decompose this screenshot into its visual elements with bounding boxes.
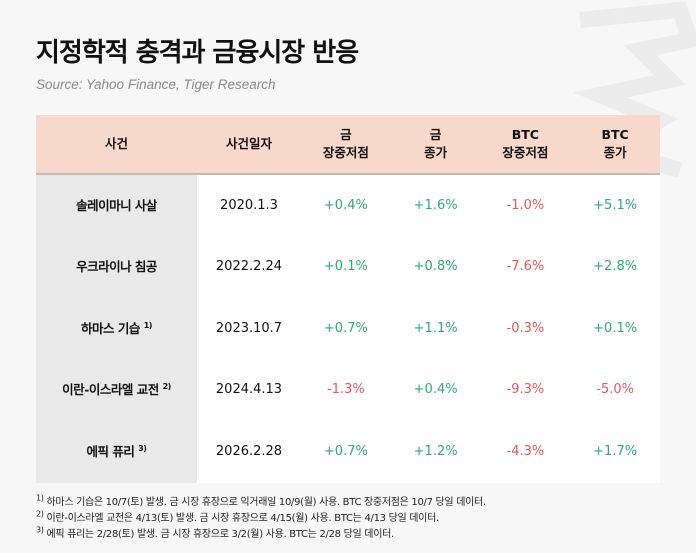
value-cell: -0.3% xyxy=(506,320,545,336)
event-cell: 솔레이마니 사살 xyxy=(36,174,197,237)
value-cell: +0.1% xyxy=(323,259,368,275)
footnote: 1) 하마스 기습은 10/7(토) 발생. 금 시장 휴장으로 익거래일 10… xyxy=(36,493,660,511)
column-header: BTC 종가 xyxy=(570,115,660,175)
footnote-text: 하마스 기습은 10/7(토) 발생. 금 시장 휴장으로 익거래일 10/9(… xyxy=(46,496,487,508)
column-header-text: 종가 xyxy=(603,145,627,160)
value-cell: +0.1% xyxy=(593,320,638,336)
column-header: BTC 장중저점 xyxy=(480,115,571,175)
value-cell: +0.4% xyxy=(323,197,368,213)
event-name: 에픽 퓨리 xyxy=(86,443,135,459)
event-cell: 하마스 기습 1) xyxy=(36,298,197,360)
footnote-mark: 2) xyxy=(162,382,172,392)
value-cell: -7.6% xyxy=(506,259,545,275)
date-cell: 2022.2.24 xyxy=(215,259,283,275)
footnote-mark: 2) xyxy=(36,509,44,519)
table-row: 하마스 기습 1) 2023.10.7 +0.7% +1.1% -0.3% +0.1% xyxy=(36,298,660,360)
date-cell: 2024.4.13 xyxy=(215,382,283,398)
value-cell: +0.8% xyxy=(413,259,458,275)
value-cell: +1.1% xyxy=(413,320,458,336)
footnote-mark: 3) xyxy=(138,443,147,453)
data-table: 사건 사건일자 금 장중저점 금 종가 BTC 장중저점 BTC 종가 솔레이마니 사살 2020.… xyxy=(36,115,660,483)
event-cell: 이란-이스라엘 교전 2) xyxy=(36,359,197,421)
column-header-text: 장중저점 xyxy=(502,145,549,160)
value-cell: +5.1% xyxy=(593,197,638,213)
date-cell: 2020.1.3 xyxy=(220,197,278,213)
value-cell: -5.0% xyxy=(596,382,634,398)
column-header-text: 장중저점 xyxy=(322,145,369,160)
source-text: Source: Yahoo Finance, Tiger Research xyxy=(36,77,276,92)
value-cell: -4.3% xyxy=(506,443,545,459)
value-cell: +1.7% xyxy=(593,443,638,459)
date-cell: 2026.2.28 xyxy=(215,443,283,459)
column-header-text: BTC xyxy=(601,127,629,142)
value-cell: +0.4% xyxy=(413,382,458,398)
event-name: 이란-이스라엘 교전 xyxy=(62,382,159,398)
column-header: 사건 xyxy=(36,115,197,175)
footnote-mark: 1) xyxy=(36,493,44,503)
value-cell: +0.7% xyxy=(323,320,368,336)
page-title: 지정학적 충격과 금융시장 반응 xyxy=(36,38,359,68)
event-name: 하마스 기습 xyxy=(81,320,140,336)
event-name: 솔레이마니 사살 xyxy=(76,197,157,213)
footnote: 3) 에픽 퓨리는 2/28(토) 발생. 금 시장 휴장으로 3/2(월) 사… xyxy=(36,525,660,543)
value-cell: +2.8% xyxy=(593,259,638,275)
value-cell: +1.6% xyxy=(413,197,458,213)
value-cell: +0.7% xyxy=(323,443,368,459)
footnotes: 1) 하마스 기습은 10/7(토) 발생. 금 시장 휴장으로 익거래일 10… xyxy=(36,493,660,543)
event-cell: 에픽 퓨리 3) xyxy=(36,421,197,483)
value-cell: -1.3% xyxy=(327,382,365,398)
footnote: 2) 이란-이스라엘 교전은 4/13(토) 발생. 금 시장 휴장으로 4/1… xyxy=(36,509,660,527)
table-row: 솔레이마니 사살 2020.1.3 +0.4% +1.6% -1.0% +5.1% xyxy=(36,174,660,237)
event-name: 우크라이나 침공 xyxy=(76,259,157,275)
footnote-mark: 1) xyxy=(143,320,153,330)
column-header: 사건일자 xyxy=(197,115,301,175)
footnote-mark: 3) xyxy=(36,525,44,535)
event-cell: 우크라이나 침공 xyxy=(36,236,197,298)
footnote-text: 이란-이스라엘 교전은 4/13(토) 발생. 금 시장 휴장으로 4/15(월… xyxy=(46,512,440,524)
column-header-text: 사건 xyxy=(104,136,128,151)
column-header-text: 금 xyxy=(340,127,352,142)
value-cell: +1.2% xyxy=(413,443,458,459)
column-header-text: 사건일자 xyxy=(225,136,272,151)
table-row: 에픽 퓨리 3) 2026.2.28 +0.7% +1.2% -4.3% +1.7% xyxy=(36,421,660,483)
table-row: 우크라이나 침공 2022.2.24 +0.1% +0.8% -7.6% +2.8% xyxy=(36,236,660,298)
table-row: 이란-이스라엘 교전 2) 2024.4.13 -1.3% +0.4% -9.3% -5.… xyxy=(36,359,660,421)
date-cell: 2023.10.7 xyxy=(215,320,283,336)
column-header-text: 종가 xyxy=(424,145,448,160)
column-header-text: 금 xyxy=(429,127,442,142)
column-header-text: BTC xyxy=(511,127,539,142)
header-row: 사건 사건일자 금 장중저점 금 종가 BTC 장중저점 BTC 종가 xyxy=(36,115,660,175)
value-cell: -1.0% xyxy=(506,197,545,213)
value-cell: -9.3% xyxy=(506,382,545,398)
footnote-text: 에픽 퓨리는 2/28(토) 발생. 금 시장 휴장으로 3/2(월) 사용. … xyxy=(46,528,395,540)
